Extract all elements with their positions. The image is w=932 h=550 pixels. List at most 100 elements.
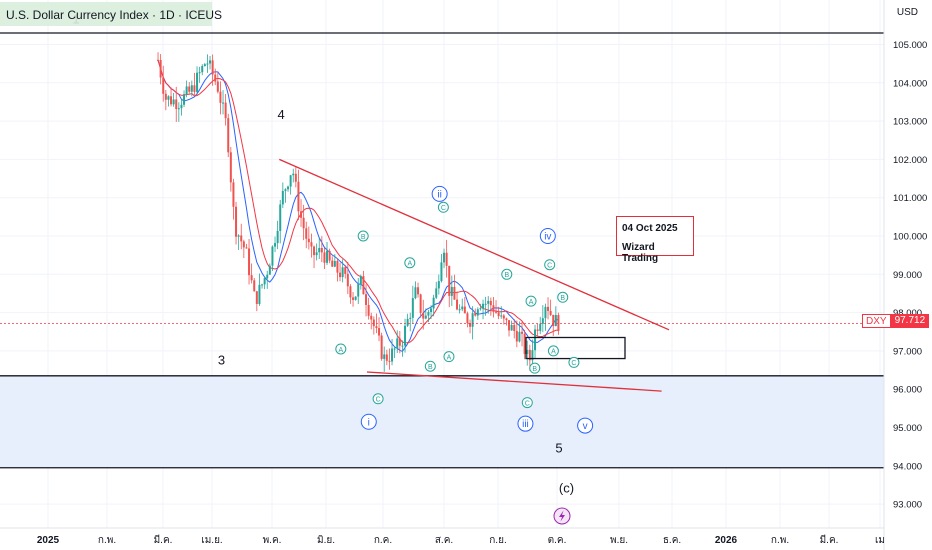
- candle-body: [456, 299, 459, 310]
- candle-body: [261, 284, 264, 286]
- candle-body: [513, 324, 516, 332]
- candle-body: [307, 238, 310, 243]
- candle-body: [196, 72, 199, 92]
- candle-body: [313, 246, 316, 256]
- candle-body: [344, 267, 347, 274]
- lightning-icon[interactable]: [553, 507, 571, 525]
- candle-body: [188, 86, 191, 92]
- x-tick-label: พ.ค.: [263, 535, 282, 546]
- note-author: Wizard Trading: [622, 242, 659, 264]
- candle-body: [557, 315, 560, 331]
- wave-number-label: (c): [559, 481, 574, 496]
- y-tick-label: 98.000: [893, 308, 922, 319]
- letter-wave-label: A: [447, 354, 452, 361]
- trendlines: [278, 158, 670, 392]
- letter-wave-circle: [529, 362, 541, 374]
- candle-body: [336, 261, 339, 273]
- candle-body: [534, 329, 537, 351]
- candle-body: [175, 99, 178, 110]
- candle-body: [453, 286, 456, 300]
- candle-body: [536, 329, 539, 331]
- candle-body: [216, 81, 219, 92]
- candle-body: [315, 252, 318, 256]
- candle-body: [177, 108, 180, 110]
- letter-wave-label: B: [532, 366, 537, 373]
- letter-wave-label: A: [551, 349, 556, 356]
- candle-body: [190, 85, 193, 92]
- candle-body: [193, 85, 196, 92]
- x-tick-label: 2025: [37, 535, 60, 546]
- x-tick-label: ก.พ.: [771, 535, 789, 546]
- candle-body: [385, 354, 388, 361]
- candle-body: [258, 284, 261, 304]
- chart-title[interactable]: U.S. Dollar Currency Index · 1D · ICEUS: [6, 8, 223, 22]
- candle-body: [443, 252, 446, 263]
- candle-body: [448, 265, 451, 296]
- candle-body: [544, 306, 547, 319]
- x-tick-label: มี.ค.: [154, 534, 173, 546]
- candle-body: [541, 318, 544, 324]
- y-tick-label: 94.000: [893, 461, 922, 472]
- candle-body: [518, 331, 521, 342]
- candle-body: [437, 281, 440, 289]
- wave-number-label: 3: [218, 352, 225, 367]
- candle-body: [435, 288, 438, 298]
- letter-wave-label: C: [441, 205, 446, 212]
- y-tick-label: 101.000: [893, 193, 927, 204]
- x-tick-label: ก.ย.: [489, 535, 506, 546]
- candle-body: [396, 338, 399, 349]
- candle-body: [157, 59, 160, 61]
- candle-body: [302, 217, 305, 229]
- candle-body: [547, 306, 550, 311]
- candle-body: [310, 242, 313, 247]
- candle-body: [469, 322, 472, 327]
- y-tick-label: 97.000: [893, 346, 922, 357]
- candle-body: [445, 252, 448, 266]
- candle-body: [417, 287, 420, 295]
- time-axis: 2025 ก.พ. มี.ค. เม.ย. พ.ค. มิ.ย. ก.ค. ส.ค. ก.ย. ต…: [37, 534, 885, 546]
- candle-body: [320, 247, 323, 253]
- horizontal-levels: [0, 32, 884, 469]
- candle-body: [359, 276, 362, 285]
- roman-wave-circle: [431, 185, 448, 202]
- letter-wave-circle: [525, 295, 537, 307]
- trendline[interactable]: [278, 158, 670, 331]
- candle-body: [292, 173, 295, 176]
- y-tick-label: 104.000: [893, 78, 927, 89]
- candle-body: [300, 211, 303, 218]
- letter-wave-label: C: [571, 360, 576, 367]
- candle-body: [287, 186, 290, 190]
- x-tick-label: เม: [875, 535, 885, 546]
- letter-wave-label: A: [529, 299, 534, 306]
- letter-wave-circle: [544, 259, 556, 271]
- candle-body: [250, 275, 253, 281]
- letter-wave-circle: [547, 345, 559, 357]
- symbol-header[interactable]: [0, 2, 212, 26]
- x-tick-label: มิ.ย.: [317, 535, 335, 546]
- support-zone: [0, 375, 884, 468]
- candle-body: [474, 313, 477, 316]
- candle-body: [297, 181, 300, 212]
- candle-body: [549, 310, 552, 315]
- price-axis: 105.000 104.000 103.000 102.000 101.000 100.0…: [893, 40, 927, 511]
- x-tick-label: ธ.ค.: [663, 535, 681, 546]
- candle-body: [159, 59, 162, 78]
- roman-wave-label: iii: [522, 419, 529, 430]
- y-tick-label: 102.000: [893, 155, 927, 166]
- currency-label[interactable]: USD: [896, 7, 918, 18]
- roman-wave-label: v: [583, 421, 588, 432]
- y-tick-label: 96.000: [893, 385, 922, 396]
- trendline[interactable]: [366, 371, 662, 392]
- candle-body: [419, 294, 422, 313]
- x-tick-label: ก.พ.: [98, 535, 116, 546]
- candle-body: [279, 204, 282, 231]
- candle-body: [393, 348, 396, 350]
- candles: [157, 52, 560, 372]
- candle-body: [479, 308, 482, 310]
- roman-wave-circle: [360, 413, 377, 430]
- x-tick-label: ก.ค.: [374, 535, 392, 546]
- candle-body: [242, 241, 245, 248]
- x-tick-label: ต.ค.: [548, 535, 567, 546]
- candle-body: [471, 313, 474, 327]
